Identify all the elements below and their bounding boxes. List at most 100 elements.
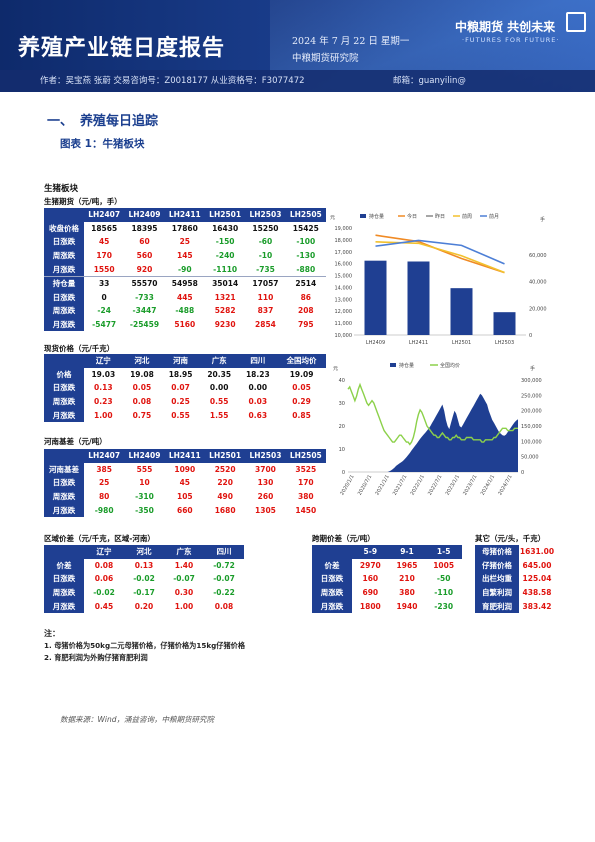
regional-header-cell: 辽宁 bbox=[84, 545, 124, 559]
table-cell: 16430 bbox=[212, 223, 239, 233]
calendar-header-cell: 9-1 bbox=[388, 545, 426, 559]
table-cell: 19.09 bbox=[289, 369, 314, 379]
table-cell: 0.85 bbox=[292, 410, 311, 420]
table-cell: -25459 bbox=[129, 320, 160, 330]
regional-header-cell: 广东 bbox=[164, 545, 204, 559]
calendar-header-cell: 5-9 bbox=[352, 545, 389, 559]
table-cell: 170 bbox=[96, 251, 112, 261]
y-tick-label-right: 100,000 bbox=[521, 439, 542, 445]
table-row: 周涨跌 0.23 0.08 0.25 0.55 0.03 0.29 bbox=[44, 394, 326, 409]
table-cell: 2970 bbox=[359, 560, 381, 570]
y-tick-label: 16,000 bbox=[335, 262, 353, 268]
bar-LH2503 bbox=[493, 312, 516, 335]
futures-header-cell: LH2503 bbox=[245, 208, 286, 222]
table-cell: 1.00 bbox=[94, 410, 113, 420]
row-label: 出栏均重 bbox=[475, 572, 519, 586]
table-row: 日涨跌 45 60 25 -150 -60 -100 bbox=[44, 235, 326, 249]
y-tick-label-right: 20,000 bbox=[529, 306, 547, 312]
spot-header-cell: 河南 bbox=[161, 354, 200, 368]
table-cell: 0.08 bbox=[132, 397, 152, 407]
x-tick-label: LH2503 bbox=[495, 340, 514, 346]
regional-table: 辽宁 河北 广东 四川 价差 0.08 0.13 1.40 -0.72 日涨跌 0.06 -0.02 -… bbox=[44, 545, 244, 613]
table-cell: 54958 bbox=[164, 275, 205, 291]
table-cell: 105 bbox=[176, 492, 193, 502]
row-label: 日涨跌 bbox=[44, 290, 84, 305]
table-cell: 18565 bbox=[91, 223, 118, 233]
table-cell: 0.75 bbox=[132, 410, 152, 420]
logo-text: 中粮期货 共创未来 bbox=[455, 20, 556, 34]
table-row: 日涨跌 0.06 -0.02 -0.07 -0.07 bbox=[44, 572, 244, 586]
report-title: 养殖产业链日度报告 bbox=[18, 35, 226, 61]
table-cell: 1.40 bbox=[174, 560, 194, 570]
table-cell: 208 bbox=[297, 306, 314, 316]
logo-icon bbox=[566, 12, 586, 32]
line-前周 bbox=[375, 241, 505, 274]
table-row: 月涨跌 -5477 -25459 5160 9230 2854 795 bbox=[44, 317, 326, 332]
table-cell: 380 bbox=[399, 588, 415, 598]
basis-table: LH2407 LH2409 LH2411 LH2501 LH2503 LH2505 河南基差… bbox=[44, 449, 326, 517]
row-label: 月涨跌 bbox=[44, 503, 84, 517]
table-cell: 1550 bbox=[93, 264, 115, 274]
bar-LH2501 bbox=[450, 288, 473, 335]
bar-LH2411 bbox=[407, 261, 430, 335]
table-row: 价格 19.03 19.08 18.95 20.35 18.23 19.09 bbox=[44, 367, 326, 382]
table-cell: 690 bbox=[362, 588, 379, 598]
table-cell: 383.42 bbox=[522, 601, 552, 611]
row-label: 日涨跌 bbox=[44, 235, 84, 249]
row-label: 周涨跌 bbox=[44, 394, 84, 409]
table-cell: -100 bbox=[296, 237, 316, 247]
author-bar bbox=[0, 70, 595, 92]
x-tick-label: 2024/7/1 bbox=[497, 474, 513, 496]
table-cell: -130 bbox=[296, 251, 316, 261]
table-cell: -735 bbox=[256, 264, 275, 274]
table-cell: 1.55 bbox=[209, 410, 229, 420]
table-cell: 1090 bbox=[174, 464, 196, 474]
table-row: 日涨跌 0 -733 445 1321 110 86 bbox=[44, 290, 326, 305]
table-cell: 145 bbox=[176, 251, 193, 261]
data-source: 数据来源：Wind，涌益咨询，中粮期货研究院 bbox=[60, 715, 215, 724]
table-cell: 86 bbox=[300, 292, 312, 302]
table-cell: 0.29 bbox=[292, 397, 311, 407]
table-cell: 17860 bbox=[171, 223, 198, 233]
y-tick-label-right: 0 bbox=[521, 470, 524, 476]
table-row: 价差 0.08 0.13 1.40 -0.72 bbox=[44, 558, 244, 573]
row-label: 月涨跌 bbox=[312, 599, 352, 613]
table-cell: 0.06 bbox=[94, 574, 114, 584]
table-cell: 25 bbox=[98, 478, 110, 488]
spot-caption: 现货价格（元/千克） bbox=[44, 344, 115, 353]
table-row: 月涨跌 1550 920 -90 -1110 -735 -880 bbox=[44, 262, 326, 277]
table-cell: 160 bbox=[362, 574, 379, 584]
table-cell: 1450 bbox=[295, 505, 317, 515]
table-cell: 17057 bbox=[245, 275, 286, 291]
table-cell: -230 bbox=[434, 601, 454, 611]
futures-header-cell: LH2409 bbox=[124, 208, 165, 222]
row-label: 周涨跌 bbox=[44, 304, 84, 318]
table-cell: 0.55 bbox=[209, 397, 229, 407]
table-cell: -0.22 bbox=[213, 588, 235, 598]
spot-header-cell: 全国均价 bbox=[277, 354, 326, 368]
y-axis-unit: 元 bbox=[330, 215, 335, 221]
y-axis-unit: 手 bbox=[530, 365, 535, 372]
basis-header-cell bbox=[44, 449, 84, 463]
basis-header-cell: LH2409 bbox=[124, 449, 165, 463]
table-cell: 0.07 bbox=[171, 383, 190, 393]
y-tick-label: 40 bbox=[339, 378, 345, 384]
table-cell: 1800 bbox=[359, 601, 381, 611]
table-cell: 10 bbox=[139, 478, 150, 488]
row-label: 周涨跌 bbox=[312, 585, 352, 600]
table-cell: 0.20 bbox=[134, 601, 154, 611]
table-cell: 2854 bbox=[255, 320, 276, 330]
table-cell: 0.08 bbox=[214, 601, 234, 611]
table-cell: -3447 bbox=[132, 306, 157, 316]
row-label: 月涨跌 bbox=[44, 317, 84, 332]
table-cell: 19.08 bbox=[130, 369, 154, 379]
table-cell: 125.04 bbox=[522, 574, 552, 584]
table-row: 周涨跌 -24 -3447 -488 5282 837 208 bbox=[44, 304, 326, 318]
row-label: 周涨跌 bbox=[44, 248, 84, 263]
row-label: 月涨跌 bbox=[44, 408, 84, 422]
table-cell: -240 bbox=[215, 251, 235, 261]
table-cell: 18.95 bbox=[168, 369, 193, 379]
table-row: 出栏均重 125.04 bbox=[475, 572, 555, 586]
table-cell: 0.63 bbox=[248, 410, 268, 420]
table-row: 月涨跌 0.45 0.20 1.00 0.08 bbox=[44, 599, 244, 613]
